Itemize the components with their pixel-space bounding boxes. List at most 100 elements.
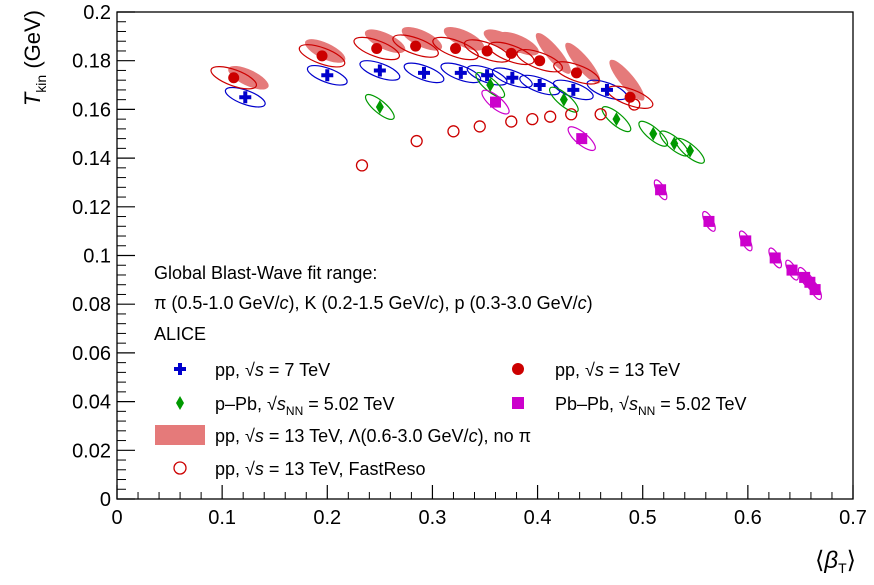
uncertainty-ellipse	[224, 86, 266, 108]
data-point-diamond	[649, 126, 658, 141]
fit-range-detail: π (0.5-1.0 GeV/c), K (0.2-1.5 GeV/c), p …	[154, 293, 593, 313]
data-point-circle	[410, 40, 422, 52]
x-tick-label: 0.4	[524, 507, 552, 529]
uncertainty-ellipse	[519, 74, 561, 96]
data-point-open-circle	[526, 112, 539, 126]
uncertainty-ellipse	[552, 79, 594, 101]
data-point-square	[655, 184, 667, 196]
data-point-open-circle	[628, 98, 641, 111]
y-tick-label: 0.2	[83, 2, 111, 24]
legend-label-pbpb: Pb–Pb, √sNN = 5.02 TeV	[555, 394, 747, 418]
uncertainty-ellipse	[475, 72, 506, 99]
lambda-band-blob	[565, 42, 601, 84]
data-point-diamond	[559, 92, 568, 107]
data-point-diamond	[686, 143, 695, 158]
data-point-square	[804, 276, 816, 288]
data-point-circle	[534, 55, 546, 67]
uncertainty-ellipse	[487, 41, 535, 66]
x-tick-label: 0.1	[208, 507, 236, 529]
uncertainty-ellipse	[601, 106, 632, 133]
data-point-open-circle	[544, 110, 557, 123]
data-point-diamond	[612, 112, 621, 127]
data-point-cross	[481, 69, 494, 82]
data-point-diamond	[375, 99, 384, 114]
data-point-circle	[228, 72, 240, 84]
data-point-open-circle	[505, 115, 518, 128]
uncertainty-ellipse	[403, 62, 445, 84]
legend-marker-circle	[512, 363, 524, 375]
x-axis-label: ⟨βT⟩	[815, 547, 856, 576]
legend-item-pp13: pp, √s = 13 TeV	[512, 360, 680, 380]
uncertainty-ellipse	[298, 44, 346, 68]
data-point-circle	[481, 45, 493, 57]
fit-range-title: Global Blast-Wave fit range:	[154, 263, 377, 283]
data-markers	[228, 40, 821, 296]
y-tick-label: 0.08	[72, 294, 111, 316]
x-tick-label: 0	[111, 507, 122, 529]
legend: pp, √s = 7 TeV pp, √s = 13 TeV p–Pb, √sN…	[155, 360, 747, 479]
data-point-cross	[373, 64, 386, 77]
data-point-open-circle	[565, 108, 578, 121]
legend-item-fastreso: pp, √s = 13 TeV, FastReso	[173, 459, 426, 479]
uncertainty-ellipse	[675, 137, 705, 164]
x-tick-label: 0.3	[419, 507, 447, 529]
uncertainty-ellipse	[516, 48, 563, 73]
y-axis-label: Tkin (GeV)	[20, 10, 49, 106]
legend-label-pp7: pp, √s = 7 TeV	[215, 360, 330, 380]
data-point-square	[576, 133, 588, 145]
data-point-diamond	[486, 78, 495, 93]
legend-item-pp7: pp, √s = 7 TeV	[174, 360, 330, 380]
data-point-diamond	[670, 136, 679, 151]
uncertainty-ellipse	[359, 60, 401, 81]
y-tick-label: 0.14	[72, 148, 111, 170]
y-tick-label: 0.18	[72, 51, 111, 73]
legend-item-ppb: p–Pb, √sNN = 5.02 TeV	[176, 394, 395, 418]
data-point-cross	[533, 79, 546, 92]
data-point-circle	[570, 67, 582, 79]
legend-marker-diamond	[176, 396, 184, 410]
legend-label-lambda: pp, √s = 13 TeV, Λ(0.6-3.0 GeV/c), no π	[215, 426, 531, 446]
y-tick-label: 0	[100, 489, 111, 511]
y-tick-label: 0.04	[72, 392, 111, 414]
data-point-circle	[624, 91, 636, 103]
lambda-band-layer	[228, 26, 645, 101]
uncertainty-ellipse	[553, 61, 600, 85]
data-point-open-circle	[447, 125, 460, 138]
legend-item-lambda: pp, √s = 13 TeV, Λ(0.6-3.0 GeV/c), no π	[155, 425, 531, 446]
x-tick-label: 0.2	[313, 507, 341, 529]
x-tick-label: 0.7	[839, 507, 867, 529]
y-tick-label: 0.16	[72, 99, 111, 121]
legend-marker-band	[155, 425, 205, 445]
data-point-square	[809, 284, 821, 296]
uncertainty-ellipse	[432, 36, 479, 61]
data-point-circle	[371, 43, 383, 55]
uncertainty-ellipse	[548, 86, 579, 113]
legend-label-fastreso: pp, √s = 13 TeV, FastReso	[215, 459, 426, 479]
data-point-cross	[321, 69, 334, 82]
data-point-cross	[506, 71, 519, 84]
legend-marker-open-circle	[173, 461, 187, 475]
lambda-band-blob	[228, 65, 269, 90]
legend-label-pp13: pp, √s = 13 TeV	[555, 360, 680, 380]
data-point-circle	[316, 50, 328, 62]
data-point-cross	[567, 83, 580, 96]
uncertainty-ellipse	[491, 67, 533, 89]
legend-marker-square	[512, 397, 524, 409]
y-tick-label: 0.06	[72, 343, 111, 365]
y-tick-label: 0.02	[72, 440, 111, 462]
lambda-band-blob	[443, 26, 485, 51]
uncertainty-ellipse	[364, 93, 395, 121]
uncertainty-ellipse	[210, 66, 258, 90]
y-tick-label: 0.1	[83, 246, 111, 268]
data-point-open-circle	[410, 134, 423, 148]
uncertainty-ellipses	[210, 34, 823, 301]
lambda-band-blob	[535, 32, 571, 74]
legend-label-ppb: p–Pb, √sNN = 5.02 TeV	[215, 394, 395, 418]
data-point-square	[740, 235, 752, 247]
data-point-open-circle	[473, 120, 486, 133]
data-point-cross	[239, 91, 252, 104]
data-point-square	[490, 96, 502, 108]
uncertainty-ellipse	[353, 36, 401, 61]
data-point-cross	[418, 66, 431, 79]
